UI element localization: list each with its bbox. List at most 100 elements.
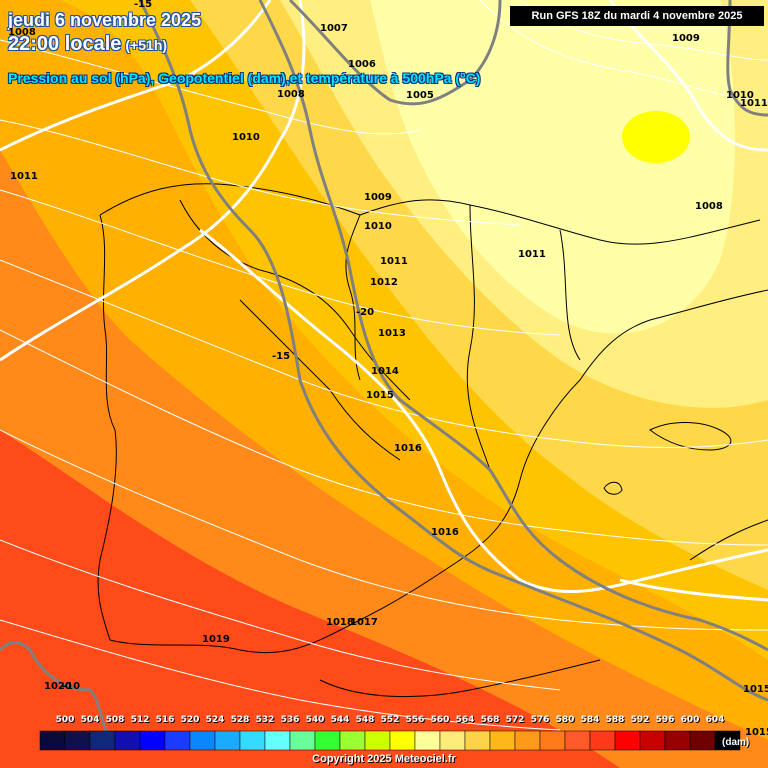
legend-value: 600 — [680, 715, 700, 725]
isobar-label: 1010 — [364, 221, 392, 232]
legend-value: 568 — [480, 715, 500, 725]
isobar-label: 1020 — [44, 681, 72, 692]
legend-swatch — [189, 730, 216, 751]
legend-swatch — [114, 730, 141, 751]
legend-value: 512 — [130, 715, 150, 725]
isobar-label: 1011 — [518, 249, 546, 260]
legend-value: 592 — [630, 715, 650, 725]
legend-value: 524 — [205, 715, 225, 725]
isobar-label: 1007 — [320, 23, 348, 34]
legend-swatch — [564, 730, 591, 751]
isobar-label: 1013 — [378, 328, 406, 339]
legend-swatch — [389, 730, 416, 751]
legend-value: 572 — [505, 715, 525, 725]
copyright: Copyright 2025 Meteociel.fr — [312, 753, 456, 765]
forecast-time-label: 22:00 locale — [8, 33, 122, 55]
legend-value: 588 — [605, 715, 625, 725]
legend-value: 516 — [155, 715, 175, 725]
legend-value: 532 — [255, 715, 275, 725]
legend-swatch — [314, 730, 341, 751]
legend-unit: (dam) — [722, 737, 750, 748]
legend-value: 564 — [455, 715, 475, 725]
isobar-label: 1011 — [10, 171, 38, 182]
legend-swatch — [639, 730, 666, 751]
isobar-label: 1008 — [277, 89, 305, 100]
forecast-date: jeudi 6 novembre 2025 — [8, 10, 202, 30]
legend-value: 520 — [180, 715, 200, 725]
isobar-label: 1005 — [406, 90, 434, 101]
isobar-label: 1010 — [726, 90, 754, 101]
legend-swatch — [589, 730, 616, 751]
legend-value: 536 — [280, 715, 300, 725]
isobar-label: 1017 — [350, 617, 378, 628]
legend-swatch — [164, 730, 191, 751]
temperature-label: -10 — [62, 681, 81, 692]
temperature-lines — [0, 0, 768, 741]
legend-value: 584 — [580, 715, 600, 725]
legend-swatch — [339, 730, 366, 751]
isobar-label: 1015 — [743, 684, 768, 695]
isobar-label: 1016 — [394, 443, 422, 454]
legend-swatch — [514, 730, 541, 751]
legend-swatch — [664, 730, 691, 751]
legend-swatch — [489, 730, 516, 751]
legend-value: 560 — [430, 715, 450, 725]
isobar-label: 1008 — [8, 27, 36, 38]
legend-value: 548 — [355, 715, 375, 725]
legend-value: 604 — [705, 715, 725, 725]
legend-swatch — [214, 730, 241, 751]
isobar-label: 1009 — [672, 33, 700, 44]
isobar-label: 1016 — [431, 527, 459, 538]
isobar-label: 1010 — [232, 132, 260, 143]
band-556 — [370, 0, 735, 334]
legend-swatch — [414, 730, 441, 751]
legend-swatch — [439, 730, 466, 751]
legend-swatch — [689, 730, 716, 751]
isobar-label: 1008 — [695, 201, 723, 212]
isobar-label: 1006 — [348, 59, 376, 70]
isobar-label: 1019 — [202, 634, 230, 645]
legend-value: 528 — [230, 715, 250, 725]
isobar-label: 1009 — [364, 192, 392, 203]
legend-swatch — [139, 730, 166, 751]
isobar-label: 1015 — [366, 390, 394, 401]
map-subtitle: Pression au sol (hPa), Geopotentiel (dam… — [8, 70, 481, 86]
temperature-label: -15 — [134, 0, 153, 10]
legend-value: 508 — [105, 715, 125, 725]
legend-swatch — [89, 730, 116, 751]
legend-swatch — [539, 730, 566, 751]
run-info: Run GFS 18Z du mardi 4 novembre 2025 — [510, 6, 764, 26]
legend-swatch — [289, 730, 316, 751]
geopotential-lines — [0, 0, 768, 602]
legend-swatch — [39, 730, 66, 751]
legend-value: 556 — [405, 715, 425, 725]
legend-value: 580 — [555, 715, 575, 725]
legend-value: 576 — [530, 715, 550, 725]
legend-swatch — [364, 730, 391, 751]
legend-value: 540 — [305, 715, 325, 725]
temperature-label: -15 — [272, 351, 291, 362]
legend-value: 500 — [55, 715, 75, 725]
isobar-label: 1015 — [745, 727, 768, 738]
legend-colorbar — [39, 730, 741, 751]
legend-value: 596 — [655, 715, 675, 725]
forecast-lead: (+51h) — [125, 37, 168, 53]
legend-swatch — [264, 730, 291, 751]
legend-value: 544 — [330, 715, 350, 725]
legend-swatch — [239, 730, 266, 751]
isobar-label: 1012 — [370, 277, 398, 288]
isobar-label: 1018 — [326, 617, 354, 628]
band-552 — [622, 111, 690, 163]
legend-swatch — [64, 730, 91, 751]
isobar-label: 1014 — [371, 366, 399, 377]
legend-swatch — [714, 730, 741, 751]
legend-swatch — [464, 730, 491, 751]
isobar-label: 1011 — [740, 98, 768, 109]
forecast-time: 22:00 locale (+51h) — [8, 33, 167, 56]
isobar-label: 1011 — [380, 256, 408, 267]
isobars — [0, 0, 768, 731]
temperature-label: -20 — [356, 307, 375, 318]
legend-value: 504 — [80, 715, 100, 725]
legend-value: 552 — [380, 715, 400, 725]
